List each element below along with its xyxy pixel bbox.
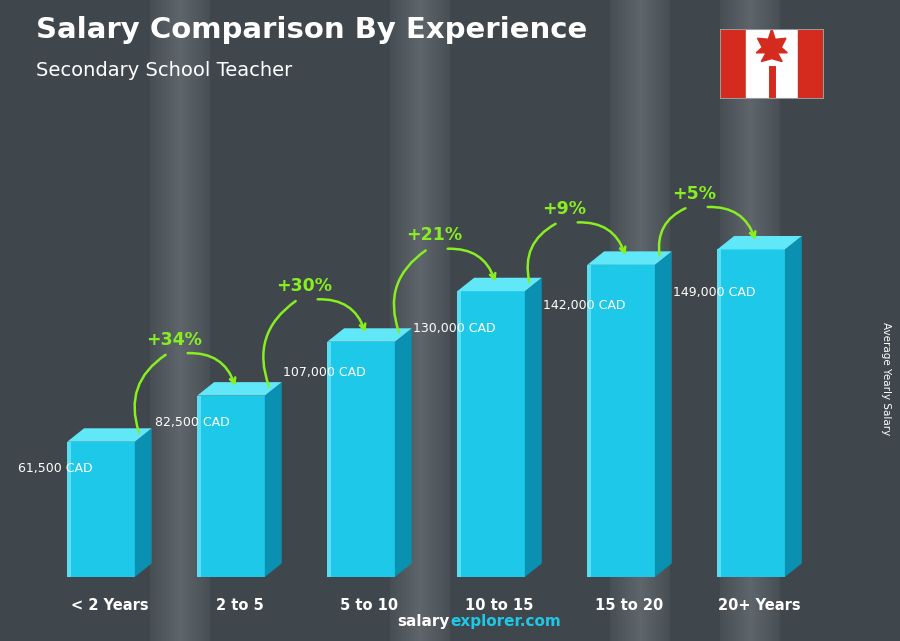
Polygon shape	[328, 342, 395, 577]
Text: 142,000 CAD: 142,000 CAD	[544, 299, 626, 312]
Polygon shape	[588, 265, 591, 577]
Text: 10 to 15: 10 to 15	[465, 598, 534, 613]
Text: Average Yearly Salary: Average Yearly Salary	[880, 322, 891, 435]
Text: +21%: +21%	[407, 226, 463, 244]
Polygon shape	[588, 265, 655, 577]
Text: +34%: +34%	[147, 331, 202, 349]
Polygon shape	[457, 291, 525, 577]
Polygon shape	[68, 428, 152, 442]
Text: 5 to 10: 5 to 10	[340, 598, 399, 613]
Polygon shape	[135, 428, 152, 577]
Text: 82,500 CAD: 82,500 CAD	[155, 416, 230, 429]
Polygon shape	[525, 278, 542, 577]
Polygon shape	[197, 382, 282, 395]
Text: explorer.com: explorer.com	[450, 615, 561, 629]
Text: salary: salary	[398, 615, 450, 629]
Polygon shape	[395, 328, 411, 577]
Text: Salary Comparison By Experience: Salary Comparison By Experience	[36, 16, 587, 44]
Polygon shape	[68, 442, 71, 577]
Polygon shape	[717, 249, 721, 577]
Polygon shape	[717, 236, 802, 249]
Polygon shape	[328, 328, 411, 342]
Text: +5%: +5%	[672, 185, 716, 203]
Polygon shape	[197, 395, 265, 577]
Polygon shape	[785, 236, 802, 577]
Text: +9%: +9%	[543, 200, 587, 218]
Text: 2 to 5: 2 to 5	[216, 598, 264, 613]
Polygon shape	[197, 395, 202, 577]
Polygon shape	[756, 29, 788, 62]
Polygon shape	[68, 442, 135, 577]
Text: 130,000 CAD: 130,000 CAD	[413, 322, 496, 335]
Text: < 2 Years: < 2 Years	[70, 598, 148, 613]
Text: Secondary School Teacher: Secondary School Teacher	[36, 61, 292, 80]
Text: +30%: +30%	[276, 277, 332, 295]
Polygon shape	[717, 249, 785, 577]
Text: 149,000 CAD: 149,000 CAD	[673, 285, 756, 299]
Bar	[746, 29, 797, 99]
Polygon shape	[328, 342, 331, 577]
Text: 107,000 CAD: 107,000 CAD	[284, 366, 366, 379]
Polygon shape	[457, 291, 462, 577]
Text: 20+ Years: 20+ Years	[718, 598, 801, 613]
Bar	[720, 29, 746, 99]
Polygon shape	[457, 278, 542, 291]
Polygon shape	[588, 251, 671, 265]
Text: 61,500 CAD: 61,500 CAD	[18, 462, 93, 475]
Text: 15 to 20: 15 to 20	[596, 598, 663, 613]
Polygon shape	[655, 251, 671, 577]
Polygon shape	[265, 382, 282, 577]
Bar	[797, 29, 824, 99]
